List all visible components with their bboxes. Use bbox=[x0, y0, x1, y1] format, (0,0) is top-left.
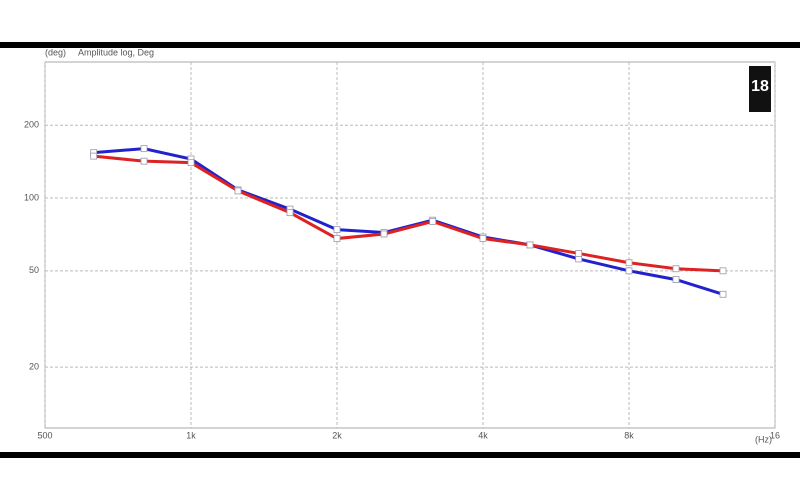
x-tick-label: 500 bbox=[37, 430, 52, 440]
x-tick-label: 2k bbox=[332, 430, 342, 440]
point bbox=[429, 218, 437, 225]
chart-title: Amplitude log, Deg bbox=[78, 47, 154, 57]
logo-box bbox=[749, 66, 771, 112]
point bbox=[526, 241, 534, 249]
bottom-bar bbox=[0, 452, 800, 458]
point bbox=[719, 290, 727, 298]
point bbox=[140, 145, 148, 153]
point bbox=[380, 230, 388, 238]
y-tick-label: 200 bbox=[24, 120, 39, 130]
point bbox=[672, 276, 680, 283]
point bbox=[333, 235, 341, 242]
point bbox=[479, 235, 487, 242]
x-tick-label: 8k bbox=[624, 430, 634, 440]
logo: 18 bbox=[751, 78, 769, 95]
point bbox=[140, 157, 148, 165]
x-tick-label: 16 bbox=[770, 430, 780, 440]
y-tick-label: 50 bbox=[29, 265, 39, 275]
point bbox=[333, 226, 341, 234]
y-axis-label: (deg) bbox=[45, 47, 66, 57]
point bbox=[719, 267, 727, 275]
point bbox=[625, 259, 633, 267]
point bbox=[234, 187, 242, 195]
x-tick-label: 4k bbox=[478, 430, 488, 440]
point bbox=[575, 250, 583, 257]
y-tick-label: 20 bbox=[29, 361, 39, 371]
point bbox=[625, 267, 633, 275]
point bbox=[286, 209, 294, 217]
series-line bbox=[93, 154, 724, 273]
top-bar bbox=[0, 42, 800, 48]
x-axis-label: (Hz) bbox=[755, 434, 772, 444]
x-tick-label: 1k bbox=[186, 430, 196, 440]
point bbox=[187, 159, 195, 167]
y-tick-label: 100 bbox=[24, 192, 39, 202]
point bbox=[90, 152, 98, 160]
point bbox=[672, 265, 680, 273]
